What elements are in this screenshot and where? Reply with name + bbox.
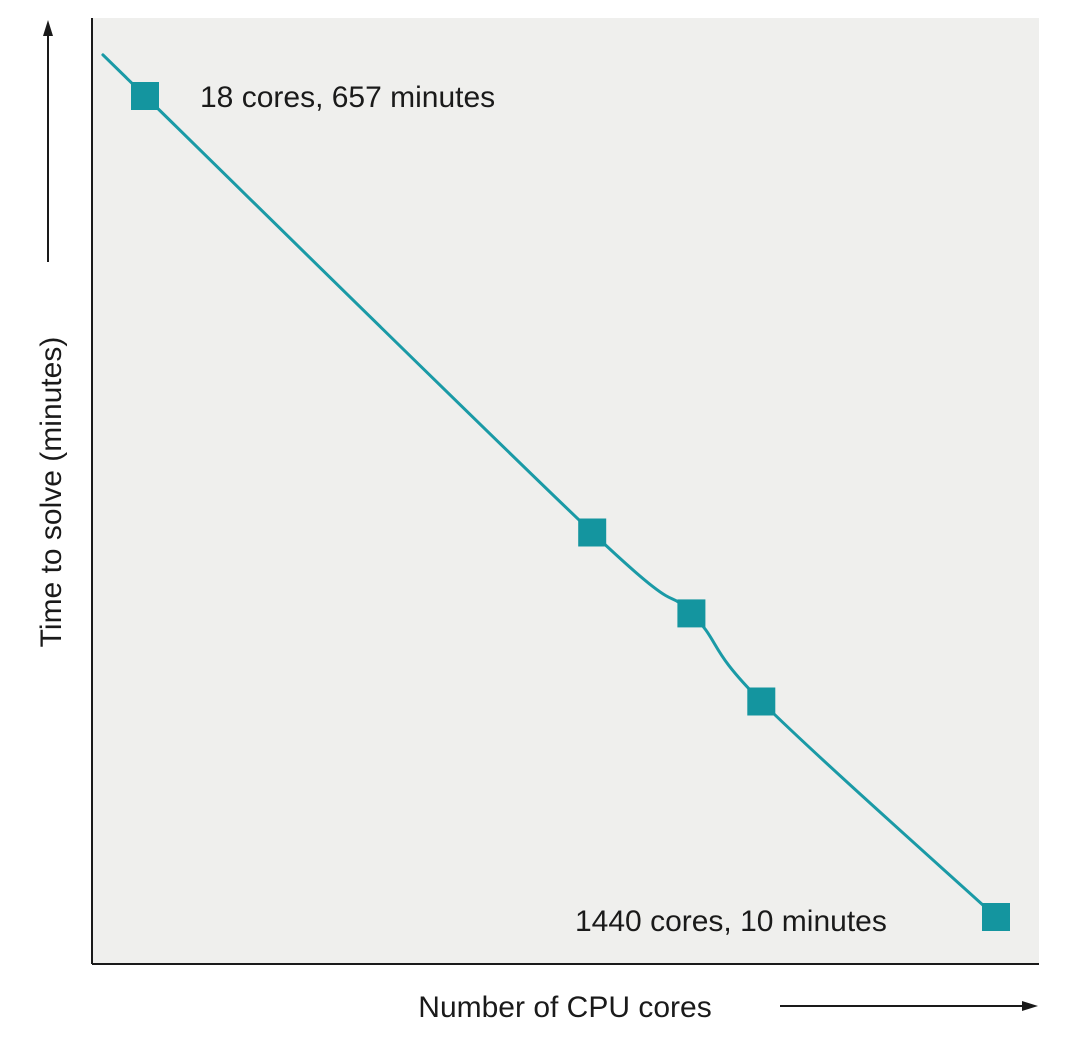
data-point-marker-4 [982,903,1010,931]
data-point-marker-0 [131,82,159,110]
x-axis-arrow-icon [1022,1001,1038,1011]
annotation-first-point: 18 cores, 657 minutes [200,81,495,114]
data-point-marker-2 [677,599,706,628]
data-point-marker-3 [747,687,776,716]
annotation-last-point: 1440 cores, 10 minutes [575,905,887,938]
markers [131,82,1010,931]
plot-background [92,18,1039,964]
y-axis-arrow-icon [43,20,53,36]
y-axis-label: Time to solve (minutes) [35,337,68,648]
data-point-marker-1 [578,518,607,547]
x-axis-label: Number of CPU cores [418,991,711,1024]
